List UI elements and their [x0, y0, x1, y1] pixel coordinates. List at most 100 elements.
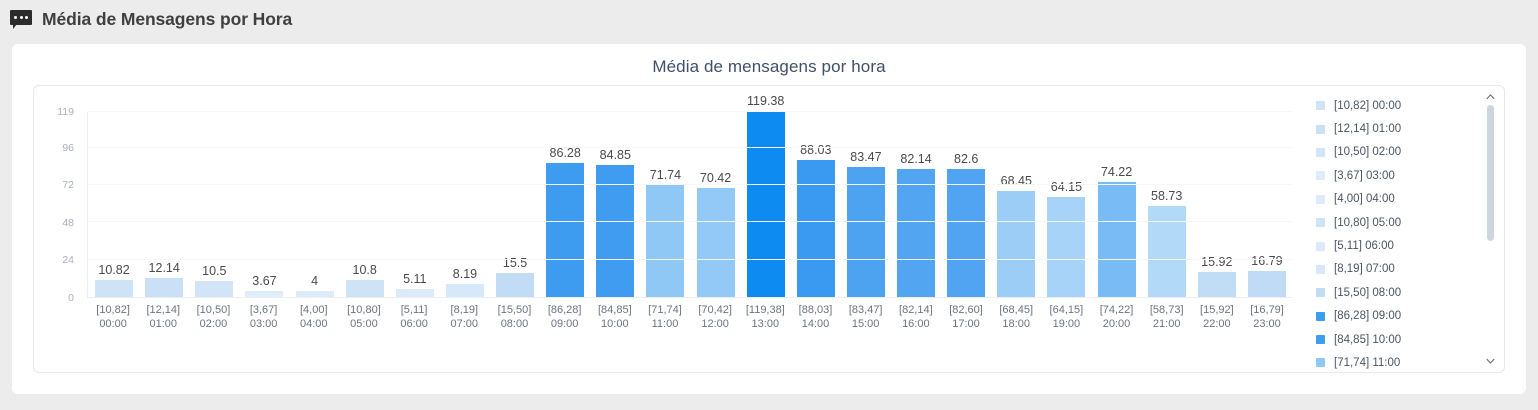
x-axis-label-value: [82,60]	[949, 304, 983, 316]
bar[interactable]: 16.79	[1247, 254, 1286, 297]
bar[interactable]: 64.15	[1047, 180, 1086, 297]
page-title: Média de Mensagens por Hora	[42, 8, 293, 29]
x-axis-label-value: [58,73]	[1149, 304, 1184, 316]
legend-item-label: [71,74] 11:00	[1334, 356, 1401, 369]
bar-value-label: 70.42	[699, 170, 732, 185]
x-axis-label-hour: 10:00	[601, 318, 629, 330]
bar[interactable]: 15.92	[1197, 255, 1236, 297]
x-axis-label-value: [16,79]	[1250, 304, 1284, 316]
legend-item[interactable]: [12,14] 01:00	[1316, 117, 1504, 140]
bar-slot: 16.79	[1242, 112, 1292, 297]
bar-slot: 64.15	[1041, 112, 1091, 297]
legend-item-label: [10,50] 02:00	[1334, 146, 1402, 159]
x-axis-label: [68,45] 18:00	[991, 303, 1041, 331]
y-axis: 0 24 48 72 96 119	[34, 106, 80, 304]
bar-value-label: 68.45	[1000, 173, 1032, 188]
x-axis-label: [16,79] 23:00	[1242, 303, 1292, 331]
bar-value-label: 16.79	[1251, 253, 1283, 268]
bar-slot: 15.5	[490, 112, 540, 297]
gridline	[88, 221, 1292, 223]
x-axis-label: [10,50] 02:00	[188, 303, 238, 331]
scrollbar-thumb[interactable]	[1487, 105, 1494, 242]
bar-slot: 68.45	[991, 112, 1041, 297]
scrollbar-track[interactable]	[1487, 105, 1494, 353]
x-axis-label-hour: 06:00	[400, 318, 428, 330]
x-axis-label: [64,15] 19:00	[1041, 303, 1091, 331]
bar-slot: 58.73	[1142, 112, 1192, 297]
x-axis-label-hour: 13:00	[751, 318, 780, 330]
bar-value-label: 5.11	[403, 272, 427, 287]
bar[interactable]: 4	[295, 274, 334, 297]
legend-item[interactable]: [71,74] 11:00	[1316, 351, 1504, 372]
bar[interactable]: 15.5	[496, 256, 535, 297]
legend-swatch	[1316, 147, 1325, 157]
x-axis-label-hour: 14:00	[801, 318, 830, 330]
y-axis-tick: 72	[62, 179, 74, 192]
bar-slot: 74.22	[1092, 112, 1142, 297]
bar[interactable]: 12.14	[145, 261, 184, 297]
legend-item[interactable]: [84,85] 10:00	[1316, 328, 1504, 351]
bar-value-label: 82.6	[954, 151, 979, 166]
legend-item[interactable]: [86,28] 09:00	[1316, 305, 1504, 328]
legend-swatch	[1316, 288, 1325, 298]
legend-item[interactable]: [10,50] 02:00	[1316, 141, 1504, 164]
legend-swatch	[1316, 358, 1325, 368]
bar[interactable]: 10.5	[195, 264, 234, 297]
bar[interactable]: 74.22	[1097, 165, 1136, 297]
bar[interactable]: 84.85	[596, 148, 635, 297]
legend-scrollbar[interactable]	[1483, 91, 1497, 367]
bar[interactable]: 82.6	[947, 152, 986, 297]
bar[interactable]: 10.8	[345, 263, 384, 297]
x-axis-label-hour: 02:00	[199, 318, 228, 330]
x-axis-label: [5,11] 06:00	[389, 303, 439, 331]
bar[interactable]: 8.19	[445, 267, 484, 297]
bar[interactable]: 88.03	[796, 143, 835, 297]
legend-item[interactable]: [4,00] 04:00	[1316, 188, 1504, 211]
bar-value-label: 74.22	[1100, 164, 1133, 179]
legend-item[interactable]: [10,80] 05:00	[1316, 211, 1504, 234]
x-axis-label-value: [86,28]	[547, 304, 582, 316]
bar[interactable]: 10.82	[95, 263, 134, 297]
legend-item-label: [84,85] 10:00	[1334, 333, 1402, 346]
bar-value-label: 88.03	[800, 143, 832, 158]
bar-value-label: 8.19	[452, 267, 478, 282]
legend-item[interactable]: [5,11] 06:00	[1316, 234, 1504, 257]
legend-item-label: [8,19] 07:00	[1334, 263, 1395, 276]
bar[interactable]: 70.42	[696, 171, 735, 297]
x-axis-label-hour: 20:00	[1102, 318, 1131, 330]
x-axis-label-hour: 09:00	[550, 318, 579, 330]
x-axis-label: [84,85] 10:00	[590, 303, 640, 331]
x-axis-label-value: [119,38]	[745, 304, 785, 316]
legend-item[interactable]: [8,19] 07:00	[1316, 258, 1504, 281]
chevron-up-icon[interactable]	[1483, 91, 1497, 103]
x-axis-label: [10,82] 00:00	[88, 303, 138, 331]
legend-item[interactable]: [10,82] 00:00	[1316, 94, 1504, 117]
legend-item-label: [15,50] 08:00	[1334, 286, 1402, 299]
bar[interactable]: 3.67	[245, 274, 284, 297]
bar[interactable]: 82.14	[897, 152, 936, 297]
x-axis-label-value: [15,92]	[1200, 304, 1234, 316]
y-axis-tick: 48	[62, 216, 74, 229]
x-axis-label-value: [4,00]	[300, 304, 328, 316]
legend-swatch	[1316, 171, 1325, 181]
x-axis-label-hour: 19:00	[1052, 318, 1081, 330]
bar[interactable]: 68.45	[997, 174, 1036, 297]
bar[interactable]: 58.73	[1147, 189, 1186, 297]
legend-swatch	[1316, 194, 1325, 204]
bar[interactable]: 83.47	[846, 150, 885, 297]
legend: [10,82] 00:00 [12,14] 01:00 [10,50] 02:00 […	[1302, 86, 1504, 372]
x-axis-label-value: [68,45]	[999, 304, 1033, 316]
bar-slot: 82.14	[891, 112, 941, 297]
x-axis-label-value: [15,50]	[497, 304, 532, 316]
bar[interactable]: 86.28	[546, 146, 585, 297]
bar[interactable]: 119.38	[746, 94, 785, 297]
y-axis-tick: 24	[62, 254, 74, 267]
bar[interactable]: 5.11	[395, 272, 434, 297]
bar-value-label: 12.14	[148, 261, 180, 276]
x-axis-label-value: [8,19]	[450, 304, 479, 316]
legend-item[interactable]: [15,50] 08:00	[1316, 281, 1504, 304]
x-axis-label-hour: 21:00	[1152, 318, 1181, 330]
bar[interactable]: 71.74	[646, 168, 685, 297]
legend-item[interactable]: [3,67] 03:00	[1316, 164, 1504, 187]
chevron-down-icon[interactable]	[1483, 355, 1497, 367]
